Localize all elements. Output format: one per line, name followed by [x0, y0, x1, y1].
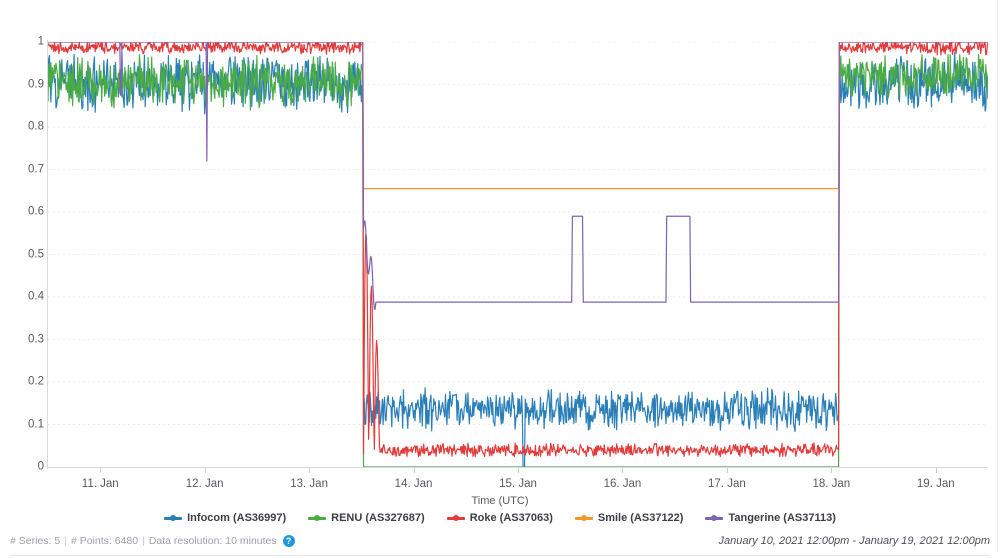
x-tick-label: 13. Jan [290, 478, 328, 490]
series-line [48, 55, 988, 467]
x-tick-mark [204, 468, 206, 473]
legend-color-swatch [164, 514, 183, 521]
series-line [48, 42, 988, 456]
y-tick-label: 0.7 [28, 162, 44, 175]
y-tick-label: 0 [37, 460, 44, 473]
y-axis: 0 0.1 0.2 0.3 0.4 0.5 0.6 0.7 0.8 0.9 1 [0, 0, 44, 505]
x-tick-label: 11. Jan [81, 478, 119, 490]
legend-label: Smile (AS37122) [597, 512, 684, 524]
meta-separator-2: | [142, 535, 145, 547]
series-line [48, 42, 988, 309]
series-count-label: # Series: 5 [10, 535, 61, 547]
footer-divider [10, 555, 990, 556]
chart-footer: # Series: 5 | # Points: 6480 | Data reso… [0, 530, 1000, 552]
x-tick-label: 15. Jan [499, 478, 537, 490]
legend-item[interactable]: RENU (AS327687) [308, 512, 425, 524]
x-tick-label: 16. Jan [603, 478, 642, 490]
series-lines [48, 42, 988, 467]
y-tick-label: 0.9 [28, 77, 44, 90]
chart-canvas: 0 0.1 0.2 0.3 0.4 0.5 0.6 0.7 0.8 0.9 1 Time (UTC)… [0, 0, 988, 507]
x-tick-mark [100, 468, 102, 473]
x-tick-label: 14. Jan [394, 478, 433, 490]
legend-color-swatch [308, 514, 327, 521]
help-icon[interactable]: ? [282, 535, 295, 547]
legend-color-swatch [574, 514, 593, 521]
chart-legend: Infocom (AS36997) RENU (AS327687) Roke (AS… [0, 512, 1000, 524]
x-tick-label: 18. Jan [812, 478, 851, 490]
x-tick-mark [518, 468, 519, 473]
legend-item[interactable]: Tangerine (AS37113) [705, 512, 836, 524]
legend-label: Infocom (AS36997) [187, 512, 287, 524]
x-tick-mark [726, 468, 728, 473]
legend-item[interactable]: Infocom (AS36997) [164, 512, 286, 524]
legend-item[interactable]: Smile (AS37122) [574, 512, 684, 524]
y-tick-label: 0.5 [28, 247, 44, 260]
series-line [48, 42, 988, 189]
legend-label: Tangerine (AS37113) [728, 512, 836, 524]
plot-area [48, 42, 988, 467]
legend-label: Roke (AS37063) [469, 512, 553, 524]
x-tick-mark [935, 468, 937, 473]
y-tick-label: 0.2 [28, 375, 44, 388]
series-line [48, 53, 988, 467]
x-tick-mark [413, 468, 415, 473]
legend-item[interactable]: Roke (AS37063) [446, 512, 553, 524]
legend-color-swatch [446, 514, 465, 521]
x-axis-title: Time (UTC) [471, 495, 529, 507]
x-tick-label: 12. Jan [185, 478, 224, 490]
legend-label: RENU (AS327687) [331, 512, 425, 524]
x-tick-label: 19. Jan [916, 478, 955, 490]
y-tick-label: 0.1 [28, 417, 44, 430]
y-axis-line [47, 40, 48, 469]
meta-separator-1: | [64, 535, 67, 547]
x-axis-line [47, 467, 988, 468]
footer-meta: # Series: 5 | # Points: 6480 | Data reso… [10, 535, 295, 547]
y-tick-label: 0.4 [28, 290, 44, 303]
right-edge-divider [997, 0, 998, 552]
date-range-label: January 10, 2021 12:00pm - January 19, 2… [718, 535, 990, 547]
x-tick-label: 17. Jan [708, 478, 746, 490]
x-tick-mark [309, 468, 311, 473]
x-tick-mark [831, 468, 833, 473]
y-tick-label: 0.8 [28, 120, 44, 133]
y-tick-label: 1 [37, 35, 44, 48]
y-tick-label: 0.6 [28, 205, 44, 218]
x-tick-mark [622, 468, 624, 473]
legend-color-swatch [705, 514, 724, 521]
y-tick-label: 0.3 [28, 332, 44, 345]
data-resolution-label: Data resolution: 10 minutes [148, 535, 277, 547]
points-count-label: # Points: 6480 [70, 535, 139, 547]
